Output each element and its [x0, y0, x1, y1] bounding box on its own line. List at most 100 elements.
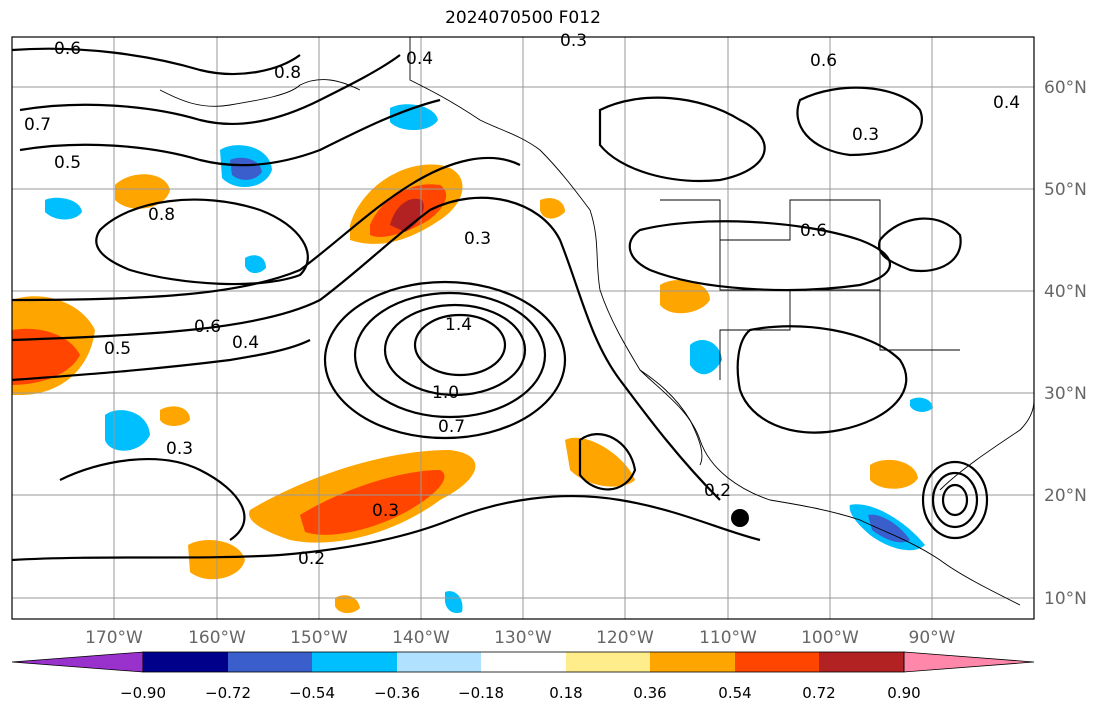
contour-label: 0.5 — [54, 153, 81, 173]
colorbar-segment — [650, 652, 735, 672]
colorbar-tick: −0.72 — [205, 684, 251, 702]
negative-anomaly — [105, 410, 150, 451]
contour-line — [921, 460, 989, 540]
positive-anomaly — [660, 280, 710, 314]
latitude-labels: 60°N 50°N 40°N 30°N 20°N 10°N — [1044, 78, 1087, 609]
map-border — [11, 36, 1035, 620]
contour-line — [11, 494, 761, 562]
positive-anomaly — [300, 470, 445, 535]
contour-label: 0.8 — [274, 63, 301, 83]
colorbar: −0.90 −0.72 −0.54 −0.36 −0.18 0.18 0.36 … — [11, 651, 1035, 702]
contour-label: 0.6 — [194, 317, 221, 337]
negative-anomaly — [868, 514, 910, 543]
contour-label: 0.2 — [298, 549, 325, 569]
negative-anomaly — [245, 255, 266, 274]
lat-label: 10°N — [1044, 589, 1087, 609]
lon-label: 90°W — [909, 628, 956, 648]
colorbar-tick: 0.72 — [802, 684, 835, 702]
contour-label: 0.3 — [852, 125, 879, 145]
negative-anomaly — [690, 340, 722, 375]
lat-label: 20°N — [1044, 486, 1087, 506]
coastlines — [159, 37, 1035, 606]
negative-anomaly — [444, 591, 463, 614]
contour-label: 0.3 — [372, 501, 399, 521]
contour-line — [578, 433, 637, 491]
lon-label: 120°W — [596, 628, 654, 648]
lat-label: 40°N — [1044, 282, 1087, 302]
contour-line — [11, 47, 301, 76]
contour-label: 0.8 — [148, 205, 175, 225]
contour-label: 0.5 — [104, 339, 131, 359]
lat-label: 60°N — [1044, 78, 1087, 98]
negative-anomaly — [390, 104, 438, 131]
negative-anomaly — [910, 397, 933, 412]
contour-lines — [11, 47, 989, 562]
contour-label: 0.7 — [24, 115, 51, 135]
lon-label: 150°W — [290, 628, 348, 648]
contour-line — [11, 339, 311, 382]
lon-label: 130°W — [494, 628, 552, 648]
contour-line — [383, 303, 527, 397]
colorbar-segment — [481, 652, 566, 672]
lon-label: 140°W — [392, 628, 450, 648]
contour-label: 1.0 — [432, 383, 459, 403]
contour-line — [353, 291, 547, 419]
contour-line — [323, 280, 567, 440]
shaded-fields — [12, 104, 933, 614]
contour-label: 0.3 — [560, 31, 587, 51]
positive-anomaly — [540, 198, 565, 219]
negative-anomaly — [230, 157, 262, 180]
colorbar-tick: 0.18 — [549, 684, 582, 702]
contour-line — [11, 156, 521, 302]
contour-line — [19, 54, 401, 126]
lat-label: 50°N — [1044, 180, 1087, 200]
contour-line — [941, 483, 969, 517]
lon-label: 100°W — [801, 628, 859, 648]
contour-label: 0.2 — [704, 481, 731, 501]
strong-positive-anomaly — [390, 198, 424, 232]
colorbar-segment — [143, 652, 228, 672]
colorbar-segment — [819, 652, 904, 672]
contour-label: 0.6 — [810, 51, 837, 71]
colorbar-tick: −0.18 — [458, 684, 504, 702]
colorbar-tick: −0.54 — [289, 684, 335, 702]
contour-line — [736, 325, 908, 434]
contour-label: 0.6 — [54, 39, 81, 59]
colorbar-segment — [735, 652, 819, 672]
colorbar-segment — [228, 652, 312, 672]
contour-label: 0.4 — [406, 49, 433, 69]
positive-anomaly — [12, 328, 80, 385]
contour-line — [59, 457, 246, 541]
lat-label: 30°N — [1044, 384, 1087, 404]
contour-line — [11, 196, 721, 501]
colorbar-segment — [566, 652, 650, 672]
colorbar-tick: −0.90 — [120, 684, 166, 702]
contour-line — [95, 198, 309, 286]
colorbar-tick: 0.90 — [887, 684, 920, 702]
positive-anomaly — [870, 459, 918, 489]
colorbar-tick: 0.54 — [718, 684, 751, 702]
colorbar-extend-low — [12, 652, 143, 672]
positive-anomaly — [335, 595, 360, 614]
negative-anomaly — [45, 197, 82, 220]
lon-label: 110°W — [699, 628, 757, 648]
positive-anomaly — [565, 437, 635, 487]
contour-line — [877, 217, 962, 273]
contour-line — [796, 86, 923, 157]
contour-line — [598, 96, 766, 182]
contour-label: 0.3 — [166, 439, 193, 459]
longitude-labels: 170°W 160°W 150°W 140°W 130°W 120°W 110°… — [85, 628, 956, 648]
colorbar-extend-high — [904, 652, 1034, 672]
contour-line — [413, 313, 507, 377]
contour-line — [628, 220, 891, 292]
positive-anomaly — [160, 406, 190, 426]
colorbar-tick: −0.36 — [374, 684, 420, 702]
lon-label: 170°W — [85, 628, 143, 648]
contour-label: 0.7 — [438, 417, 465, 437]
colorbar-segment — [397, 652, 481, 672]
contour-labels: 0.6 0.4 0.3 0.8 0.7 0.5 0.6 0.8 0.4 0.3 … — [24, 31, 1020, 569]
contour-label: 0.3 — [464, 229, 491, 249]
map-title: 2024070500 F012 — [445, 8, 601, 28]
contour-line — [931, 471, 979, 529]
contour-label: 1.4 — [445, 315, 472, 335]
